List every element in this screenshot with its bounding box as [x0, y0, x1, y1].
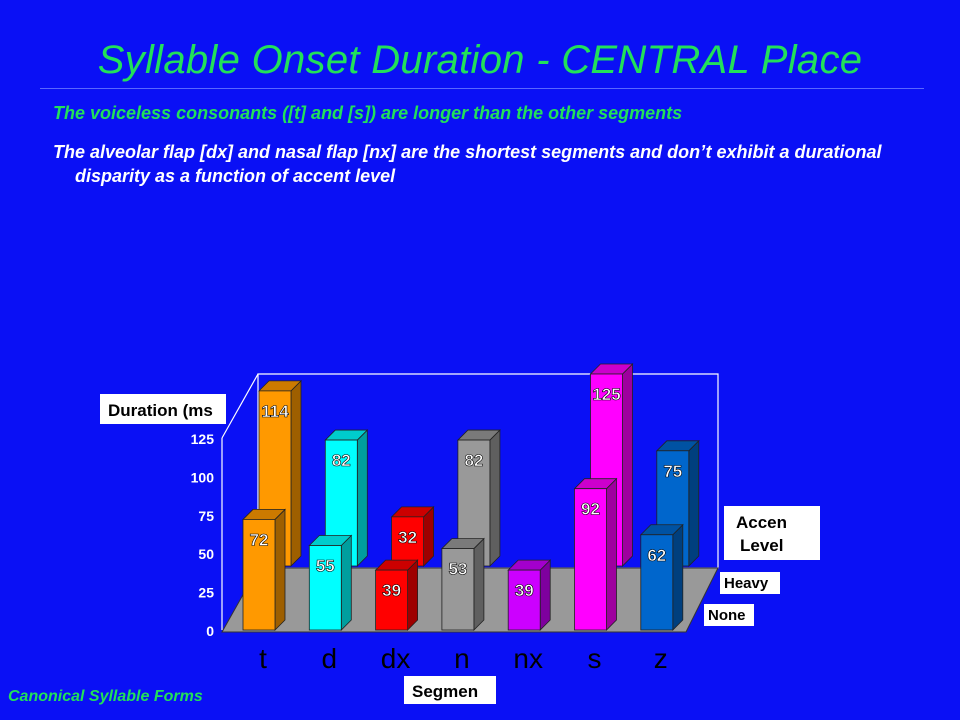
bar-value-label: 39	[515, 581, 534, 600]
bar-side	[356, 429, 368, 567]
y-tick-label: 50	[198, 546, 214, 562]
x-category-label: z	[654, 643, 668, 674]
bar-side	[340, 534, 352, 631]
bar-front	[507, 569, 541, 631]
bar-side	[407, 559, 419, 631]
bullet-voiceless: The voiceless consonants ([t] and [s]) a…	[53, 103, 683, 123]
x-axis-title-box	[404, 676, 496, 704]
y-tick-label: 100	[191, 469, 215, 485]
bar-value-label: 32	[398, 528, 417, 547]
bar-side	[539, 559, 551, 631]
bar-front	[391, 516, 425, 567]
bar-value-label: 72	[250, 530, 269, 549]
x-category-label: dx	[381, 643, 411, 674]
y-tick-label: 75	[198, 508, 214, 524]
bar-value-label: 53	[448, 560, 467, 579]
x-axis-title: Segmen	[412, 682, 478, 701]
bar-side	[672, 523, 684, 631]
bars: 114 82 32 82 125 75 72 55 39 53 39 92 62	[242, 363, 700, 631]
chart-side-edge	[221, 373, 259, 439]
y-axis-title: Duration (ms	[108, 401, 213, 420]
bar-value-label: 114	[261, 402, 289, 421]
bar-side	[688, 439, 700, 567]
legend-title-line2: Level	[740, 536, 783, 555]
x-category-label: nx	[513, 643, 543, 674]
bar-side	[473, 537, 485, 631]
bar-side	[290, 379, 302, 567]
x-category-label: d	[322, 643, 338, 674]
bar-value-label: 82	[332, 451, 351, 470]
legend-title-box	[724, 506, 820, 560]
bullet-flaps: The alveolar flap [dx] and nasal flap [n…	[53, 142, 882, 186]
bar-side	[606, 477, 617, 631]
bar-front	[574, 488, 607, 631]
bar-value-label: 125	[592, 385, 620, 404]
legend-entry-heavy: Heavy	[724, 575, 769, 592]
bar-front	[441, 548, 475, 631]
y-tick-label: 125	[191, 431, 215, 447]
legend-entry-box	[704, 604, 754, 626]
x-category-label: n	[454, 643, 470, 674]
bar-value-label: 55	[316, 557, 335, 576]
bar-front	[375, 569, 409, 631]
x-category-label: s	[588, 643, 602, 674]
bar-value-label: 39	[382, 581, 401, 600]
bar-value-label: 82	[464, 451, 483, 470]
bar-value-label: 75	[663, 462, 682, 481]
bar-front	[242, 519, 276, 631]
x-category-labels: t d dx n nx s z	[259, 643, 668, 674]
title-divider	[40, 88, 924, 89]
legend-entry-none: None	[708, 607, 746, 624]
y-tick-label: 0	[206, 623, 214, 639]
bar-side	[622, 363, 633, 567]
bar-side	[489, 429, 501, 567]
bar-side	[274, 508, 286, 631]
legend: Heavy None	[704, 572, 780, 626]
slide-title: Syllable Onset Duration - CENTRAL Place	[97, 38, 863, 82]
x-category-label: t	[259, 643, 267, 674]
y-tick-label: 25	[198, 585, 214, 601]
legend-entry-box	[720, 572, 780, 594]
legend-title-line1: Accen	[736, 513, 787, 532]
bar-value-label: 92	[581, 500, 600, 519]
bar-front	[308, 545, 342, 631]
bar-front	[640, 534, 674, 631]
y-axis-title-box	[100, 394, 226, 424]
bar-value-label: 62	[647, 546, 666, 565]
y-tick-labels: 0 25 50 75 100 125	[191, 431, 215, 639]
footer-label: Canonical Syllable Forms	[8, 688, 203, 705]
